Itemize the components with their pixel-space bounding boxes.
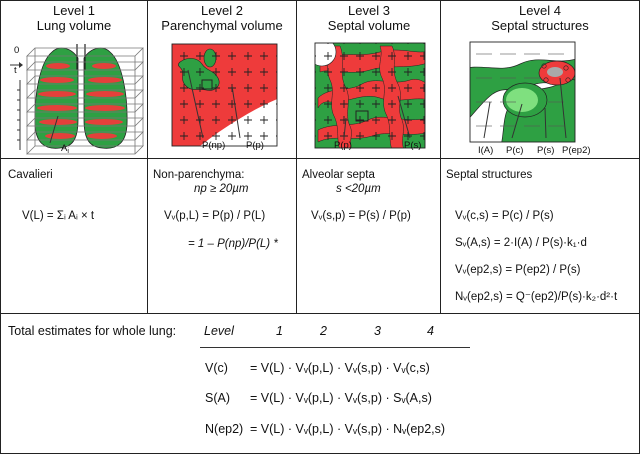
i-a-label: I(A) bbox=[478, 145, 493, 156]
totals-level-3: 3 bbox=[374, 324, 381, 338]
lung-slices-illustration: 0 t bbox=[10, 44, 144, 155]
septal-frame bbox=[469, 41, 576, 143]
totals-level-4: 4 bbox=[427, 324, 434, 338]
col2-condition: np ≥ 20µm bbox=[194, 183, 249, 195]
col1-equation: V(L) = Σᵢ Aᵢ × t bbox=[22, 210, 95, 222]
total-nep2-rhs: = V(L) · Vᵥ(p,L) · Vᵥ(s,p) · Nᵥ(ep2,s) bbox=[250, 422, 445, 436]
axis-arrow-head bbox=[19, 62, 23, 68]
p-c-label: P(c) bbox=[506, 145, 523, 156]
level-1-name: Lung volume bbox=[37, 18, 111, 33]
p-ep2-label: P(ep2) bbox=[562, 145, 591, 156]
total-sa-rhs: = V(L) · Vᵥ(p,L) · Vᵥ(s,p) · Sᵥ(A,s) bbox=[250, 391, 432, 405]
parenchyma-frame bbox=[171, 43, 278, 147]
point-grid bbox=[172, 44, 277, 146]
col1-title: Cavalieri bbox=[8, 169, 53, 181]
totals-level-label: Level bbox=[204, 324, 235, 338]
col3-equation: Vᵥ(s,p) = P(s) / P(p) bbox=[311, 210, 411, 222]
level-3-name: Septal volume bbox=[328, 18, 410, 33]
zoom-box-3 bbox=[355, 110, 369, 122]
totals-section: Total estimates for whole lung: Level 1 … bbox=[8, 324, 470, 436]
parenchyma-illustration: P(np) P(p) bbox=[171, 43, 278, 151]
axis-t-label: t bbox=[14, 65, 17, 76]
axis-zero-label: 0 bbox=[14, 45, 19, 56]
depth-ticks bbox=[17, 89, 20, 141]
type2-nucleus bbox=[547, 67, 563, 77]
col2-equation-1: Vᵥ(p,L) = P(p) / P(L) bbox=[164, 210, 265, 222]
total-vc-rhs: = V(L) · Vᵥ(p,L) · Vᵥ(s,p) · Vᵥ(c,s) bbox=[250, 361, 430, 375]
p-p-pointer-2 bbox=[231, 85, 241, 139]
ai-pointer bbox=[49, 115, 59, 144]
p-s-pointer-4 bbox=[544, 107, 547, 139]
i-a-pointer bbox=[483, 101, 491, 139]
p-p-label-2: P(p) bbox=[246, 140, 264, 151]
col2-equation-2: = 1 – P(np)/P(L) * bbox=[188, 238, 278, 250]
level-1-num: Level 1 bbox=[53, 3, 95, 18]
col4-equation-3: Vᵥ(ep2,s) = P(ep2) / P(s) bbox=[455, 264, 581, 276]
p-c-pointer bbox=[511, 103, 523, 139]
col4-title: Septal structures bbox=[446, 169, 533, 181]
total-sa-lhs: S(A) bbox=[205, 391, 230, 405]
formula-row: Cavalieri V(L) = Σᵢ Aᵢ × t Non-parenchym… bbox=[8, 169, 618, 303]
p-ep2-pointer bbox=[559, 77, 567, 139]
p-p-label-3: P(p) bbox=[334, 140, 352, 151]
level-2-num: Level 2 bbox=[201, 3, 243, 18]
level-4-num: Level 4 bbox=[519, 3, 561, 18]
p-np-label: P(np) bbox=[202, 140, 225, 151]
totals-level-2: 2 bbox=[319, 324, 327, 338]
level-3-num: Level 3 bbox=[348, 3, 390, 18]
p-s-label-3: P(s) bbox=[404, 140, 421, 151]
level-4-name: Septal structures bbox=[491, 18, 589, 33]
col4-equation-2: Sᵥ(A,s) = 2·I(A) / P(s)·k₁·d bbox=[455, 237, 587, 249]
p-np-pointer bbox=[187, 69, 204, 139]
level-2-name: Parenchymal volume bbox=[161, 18, 282, 33]
septa-illustration: P(p) P(s) bbox=[314, 42, 426, 151]
p-s-pointer-3 bbox=[397, 95, 411, 139]
level-headers: Level 1 Lung volume Level 2 Parenchymal … bbox=[37, 3, 589, 33]
totals-heading: Total estimates for whole lung: bbox=[8, 324, 176, 338]
total-nep2-lhs: N(ep2) bbox=[205, 422, 243, 436]
p-p-pointer-3 bbox=[343, 117, 347, 139]
ai-label: Ai bbox=[61, 143, 69, 155]
zoom-box-2 bbox=[201, 79, 213, 90]
col4-equation-1: Vᵥ(c,s) = P(c) / P(s) bbox=[455, 210, 554, 222]
col3-condition: s <20µm bbox=[336, 183, 381, 195]
lamellar-bodies bbox=[541, 63, 571, 83]
total-vc-lhs: V(c) bbox=[205, 361, 228, 375]
col2-title: Non-parenchyma: bbox=[153, 169, 244, 181]
slicing-planes bbox=[26, 47, 144, 155]
septal-structures-illustration: I(A) P(c) P(s) P(ep2) bbox=[469, 41, 591, 156]
septa-frame bbox=[314, 42, 426, 149]
col3-title: Alveolar septa bbox=[302, 169, 375, 181]
col4-equation-4: Nᵥ(ep2,s) = Q⁻(ep2)/P(s)·k₂·d²·t bbox=[455, 291, 618, 303]
capillary-lumen bbox=[506, 88, 538, 112]
test-lines bbox=[476, 53, 564, 127]
totals-level-1: 1 bbox=[276, 324, 283, 338]
point-grid-3 bbox=[315, 43, 425, 148]
p-s-label-4: P(s) bbox=[537, 145, 554, 156]
